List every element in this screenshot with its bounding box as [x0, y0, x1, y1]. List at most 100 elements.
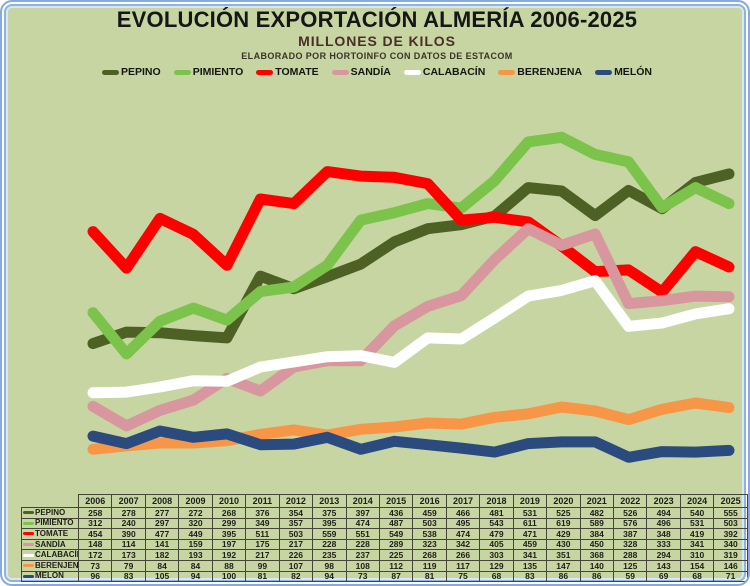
legend-label-pepino: PEPINO — [121, 66, 161, 79]
table-cell: 135 — [512, 559, 548, 572]
legend-label-berenjena: BERENJENA — [517, 66, 583, 79]
table-year-header: 2006 — [77, 494, 113, 508]
table-cell: 173 — [111, 549, 146, 561]
table-cell: 526 — [612, 507, 648, 519]
chart-legend: PEPINO PIMIENTO TOMATE SANDÍA CALABACÍN BEREN… — [2, 66, 748, 79]
table-cell: 148 — [77, 538, 113, 551]
table-cell: 341 — [679, 538, 715, 551]
table-cell: 611 — [512, 517, 548, 530]
table-row-pimiento: PIMIENTO 312 240 297 320 299 349 357 395 474 487 50… — [21, 517, 748, 530]
legend-item-calabacin: CALABACÍN — [403, 66, 485, 78]
table-year-header: 2018 — [479, 494, 514, 508]
table-cell: 268 — [211, 507, 247, 519]
table-cell: 81 — [245, 570, 280, 583]
table-cell: 474 — [445, 528, 481, 540]
table-year-header: 2013 — [312, 494, 347, 508]
table-year-header: 2022 — [612, 494, 648, 508]
table-cell: 86 — [579, 570, 615, 583]
table-cell: 619 — [546, 517, 581, 530]
table-cell: 277 — [144, 507, 180, 519]
table-cell: 487 — [378, 517, 414, 530]
table-cell: 348 — [646, 528, 681, 540]
table-cell: 99 — [245, 559, 280, 572]
table-row-label-pepino: PEPINO — [21, 507, 79, 519]
table-cell: 83 — [512, 570, 548, 583]
table-cell: 496 — [646, 517, 681, 530]
table-row-label-calabacin: CALABACÍN — [21, 549, 79, 561]
legend-swatch-calabacin — [403, 69, 421, 75]
series-line-calabacin — [87, 275, 735, 399]
table-cell: 549 — [378, 528, 414, 540]
table-cell: 226 — [278, 549, 314, 561]
table-row-swatch-pepino — [23, 511, 34, 515]
table-cell: 100 — [211, 570, 247, 583]
table-row-calabacin: CALABACÍN 172 173 182 193 192 217 226 235 237 225 2… — [21, 549, 748, 561]
table-cell: 540 — [679, 507, 715, 519]
table-cell: 81 — [412, 570, 447, 583]
table-year-header: 2023 — [646, 494, 681, 508]
table-cell: 225 — [378, 549, 414, 561]
table-cell: 192 — [211, 549, 247, 561]
table-cell: 125 — [612, 559, 648, 572]
table-cell: 320 — [178, 517, 213, 530]
table-row-swatch-pimiento — [23, 521, 34, 525]
table-cell: 349 — [245, 517, 280, 530]
table-cell: 479 — [479, 528, 514, 540]
table-cell: 98 — [312, 559, 347, 572]
table-cell: 175 — [245, 538, 280, 551]
table-cell: 268 — [412, 549, 447, 561]
table-cell: 538 — [412, 528, 447, 540]
table-cell: 312 — [77, 517, 113, 530]
table-row-sandia: SANDÍA 148 114 141 159 197 175 217 228 228 289 323 3… — [21, 538, 748, 551]
table-cell: 217 — [278, 538, 314, 551]
table-cell: 217 — [245, 549, 280, 561]
table-cell: 454 — [77, 528, 113, 540]
table-cell: 405 — [479, 538, 514, 551]
table-cell: 197 — [211, 538, 247, 551]
table-cell: 555 — [713, 507, 748, 519]
table-row-tomate: TOMATE 454 390 477 449 395 511 503 559 551 549 538 4… — [21, 528, 748, 540]
table-cell: 477 — [144, 528, 180, 540]
table-cell: 357 — [278, 517, 314, 530]
table-year-header: 2016 — [412, 494, 447, 508]
table-cell: 450 — [579, 538, 615, 551]
table-cell: 114 — [111, 538, 146, 551]
table-cell: 129 — [479, 559, 514, 572]
table-corner-cell — [22, 495, 79, 508]
chart-header: EVOLUCIÓN EXPORTACIÓN ALMERÍA 2006-2025 … — [2, 7, 748, 79]
table-cell: 278 — [111, 507, 146, 519]
table-cell: 143 — [646, 559, 681, 572]
table-cell: 68 — [679, 570, 715, 583]
table-cell: 503 — [713, 517, 748, 530]
table-row-label-pimiento: PIMIENTO — [21, 517, 79, 530]
table-year-header: 2007 — [111, 494, 146, 508]
table-cell: 84 — [178, 559, 213, 572]
table-cell: 79 — [111, 559, 146, 572]
series-line-sandia — [87, 223, 735, 432]
table-cell: 511 — [245, 528, 280, 540]
table-cell: 172 — [77, 549, 113, 561]
table-cell: 495 — [445, 517, 481, 530]
table-cell: 310 — [679, 549, 715, 561]
legend-item-pimiento: PIMIENTO — [173, 66, 243, 78]
table-cell: 397 — [345, 507, 380, 519]
table-cell: 525 — [546, 507, 581, 519]
table-cell: 576 — [612, 517, 648, 530]
table-year-header: 2019 — [512, 494, 548, 508]
table-cell: 59 — [612, 570, 648, 583]
table-cell: 589 — [579, 517, 615, 530]
table-cell: 436 — [378, 507, 414, 519]
legend-swatch-melon — [595, 69, 613, 75]
table-row-label-berenjena: BERENJENA — [21, 559, 79, 572]
table-year-header: 2014 — [345, 494, 380, 508]
legend-item-sandia: SANDÍA — [331, 66, 391, 78]
table-cell: 459 — [512, 538, 548, 551]
table-cell: 71 — [713, 570, 748, 583]
table-cell: 228 — [312, 538, 347, 551]
table-cell: 68 — [479, 570, 514, 583]
table-cell: 299 — [211, 517, 247, 530]
chart-title: EVOLUCIÓN EXPORTACIÓN ALMERÍA 2006-2025 — [116, 7, 638, 32]
table-cell: 466 — [445, 507, 481, 519]
table-cell: 107 — [278, 559, 314, 572]
table-cell: 395 — [312, 517, 347, 530]
